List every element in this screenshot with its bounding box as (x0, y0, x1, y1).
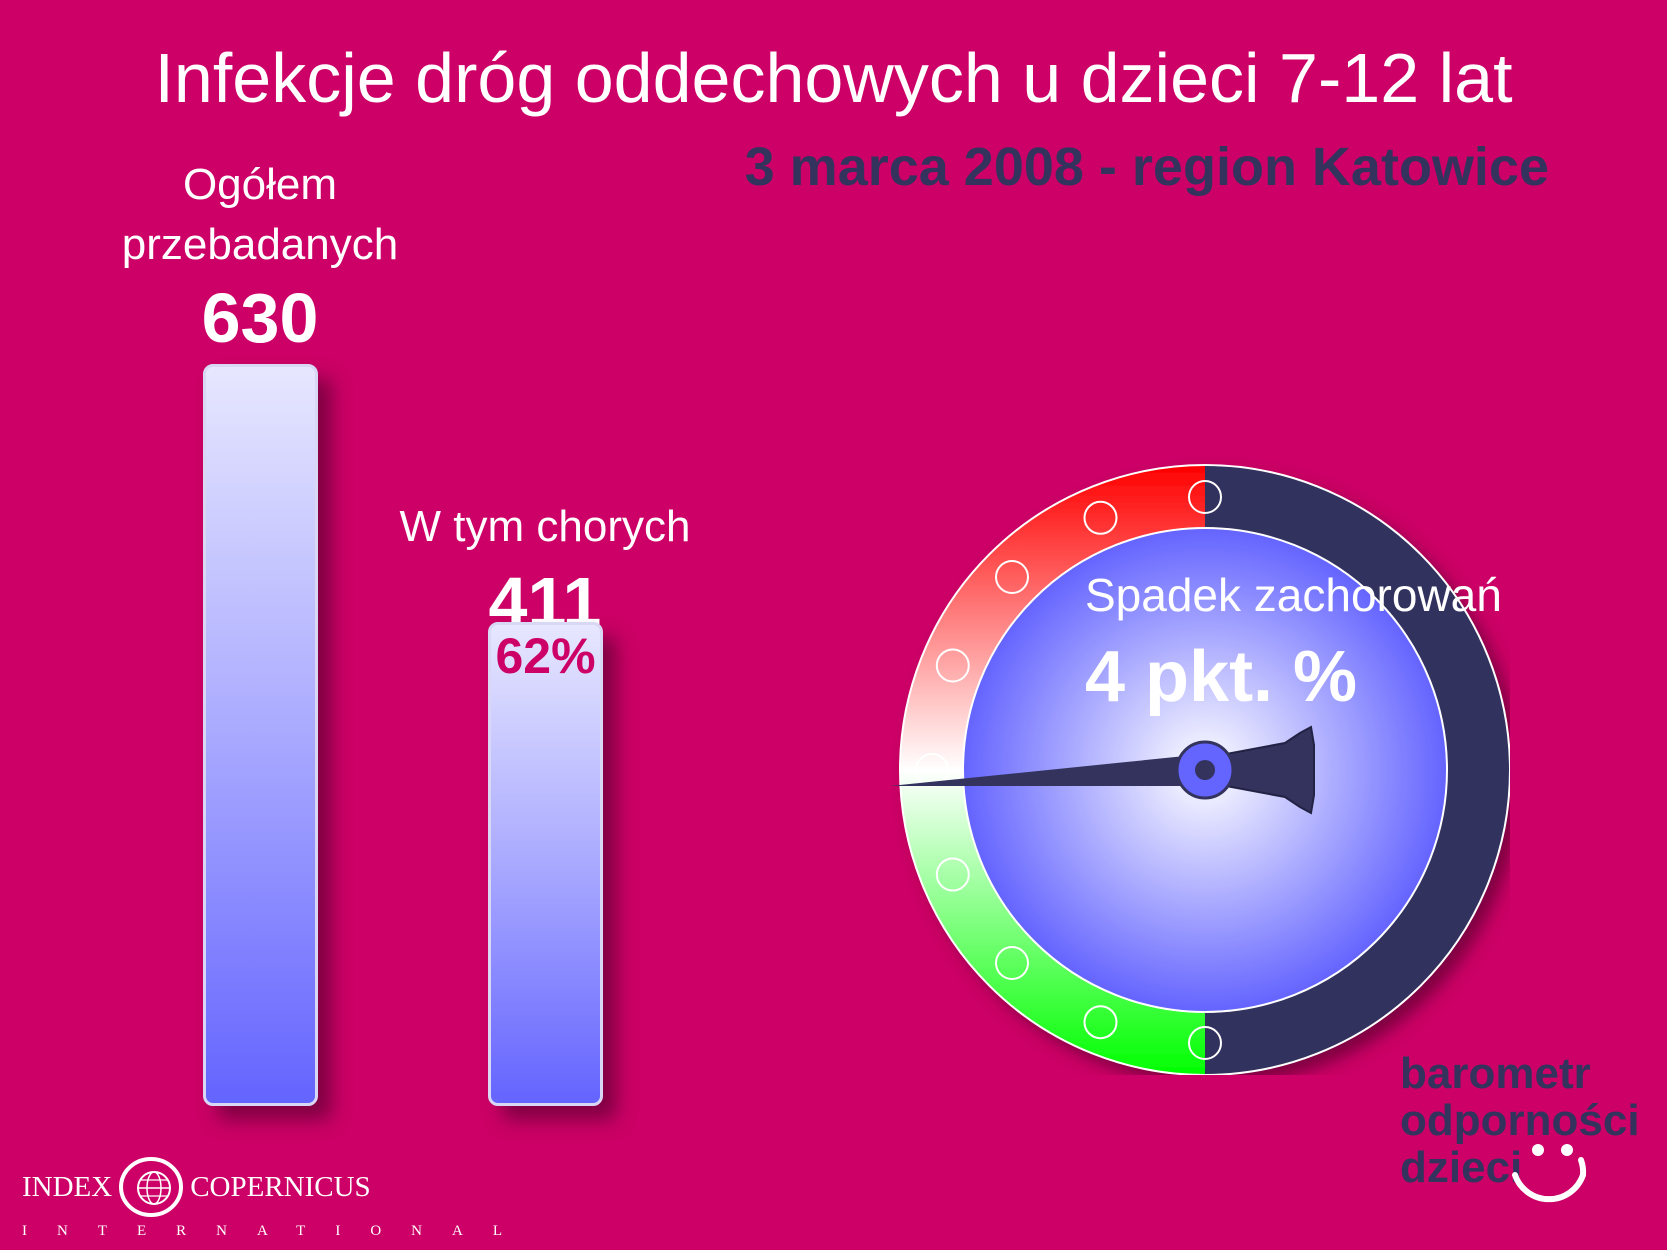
bar-total (203, 364, 318, 1106)
barometr-logo: barometr odporności dzieci (1400, 1050, 1640, 1191)
index-copernicus-logo: INDEX COPERNICUS INTERNATIONAL (22, 1155, 532, 1240)
chart-subtitle: 3 marca 2008 - region Katowice (744, 137, 1549, 197)
bar-value-total: 630 (201, 279, 319, 357)
bar-percent-label: 62% (495, 627, 596, 684)
globe-icon (119, 1157, 184, 1217)
logo-line-dzieci: dzieci (1400, 1143, 1523, 1192)
chart-title: Infekcje dróg oddechowych u dzieci 7-12 … (154, 39, 1513, 117)
gauge-tick-1 (1083, 500, 1118, 535)
bar-label-total-line1: Ogółem (182, 160, 338, 209)
logo-line-barometr: barometr (1400, 1049, 1591, 1098)
gauge-needle (890, 754, 1205, 786)
gauge-outline (899, 464, 1510, 1075)
smiley-icon (1512, 1144, 1587, 1203)
logo-line-odpornosci: odporności (1400, 1096, 1640, 1145)
gauge-value: 4 pkt. % (1085, 637, 1358, 717)
gauge-tick-0 (1188, 480, 1222, 514)
gauge-tick-8 (1188, 1026, 1222, 1060)
logo-word-index: INDEX (22, 1170, 113, 1203)
gauge-tick-3 (935, 648, 970, 683)
barometer-gauge (890, 464, 1510, 1075)
bar-label-sick: W tym chorych (399, 502, 691, 551)
gauge-hub-center (1195, 760, 1215, 780)
bar-label-total: Ogółem przebadanych (60, 155, 460, 275)
bar-sick (488, 621, 603, 1106)
logo-word-copernicus: COPERNICUS (190, 1170, 371, 1203)
gauge-tick-6 (995, 946, 1029, 980)
gauge-label: Spadek zachorowań (1085, 569, 1502, 621)
gauge-tick-7 (1083, 1005, 1118, 1040)
logo-sub-international: INTERNATIONAL (22, 1223, 532, 1239)
gauge-tick-2 (995, 560, 1029, 594)
gauge-needle-tail (1204, 725, 1315, 815)
gauge-tick-5 (935, 857, 970, 892)
bar-label-total-line2: przebadanych (121, 220, 399, 269)
